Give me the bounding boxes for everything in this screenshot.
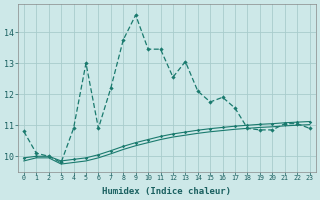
X-axis label: Humidex (Indice chaleur): Humidex (Indice chaleur) bbox=[102, 187, 231, 196]
